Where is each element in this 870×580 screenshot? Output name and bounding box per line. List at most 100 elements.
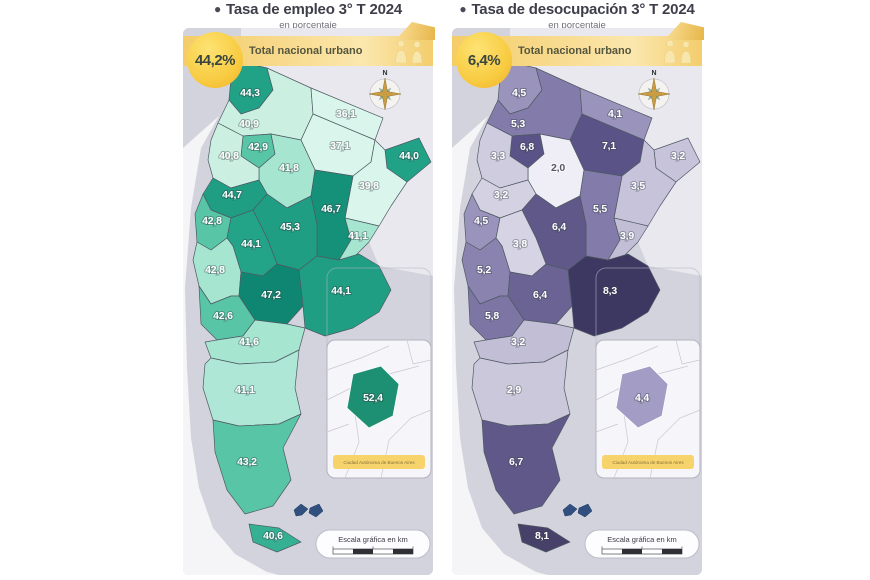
argentina-map-desocupacion: 4,5 5,3 4,1 7,1 3,2 3,5 6,8 2,0 3,3 3,2 5,5 4,5 6,4 3… [452,28,702,575]
inset-caba-shape [615,365,669,429]
malvinas-islands [293,503,324,518]
svg-text:Escala gráfica en km: Escala gráfica en km [338,535,408,544]
chile-landmass [183,116,279,575]
compass-icon: N [368,70,402,111]
people-icon [393,39,427,68]
province-value-la-pampa: 6,4 [533,289,547,301]
title-text: Tasa de empleo 3° T 2024 [226,1,403,18]
province-value-chubut: 41,1 [235,384,255,396]
province-value-neuquen: 5,8 [485,310,499,322]
svg-text:N: N [651,70,656,77]
scale-bar: Escala gráfica en km [315,529,431,559]
province-tierra-del-fuego [517,523,571,553]
total-badge-empleo: 44,2% [187,32,243,88]
province-value-chaco: 37,1 [330,140,350,152]
province-value-la-rioja: 3,2 [494,189,508,201]
inset-caption-text: Ciudad Autónoma de Buenos Aires [612,460,684,465]
argentina-map-empleo: 44,3 40,9 36,1 37,1 44,0 39,8 42,9 41,8 40,8 44,7… [183,28,433,575]
subtitle-empleo: en porcentaje [279,20,337,31]
province-value-santa-fe: 46,7 [321,203,341,215]
province-value-cordoba: 45,3 [280,221,300,233]
province-value-santiago-del-estero: 2,0 [551,162,565,174]
province-value-santa-fe: 5,5 [593,203,607,215]
inset-caba-shape [346,365,400,429]
scale-bar: Escala gráfica en km [584,529,700,559]
people-icon [662,39,696,68]
province-value-misiones: 3,2 [671,150,685,162]
province-value-tucuman: 6,8 [520,141,534,153]
bullet-icon: ● [459,2,467,16]
inset-caba-value: 4,4 [635,392,649,404]
inset-caption-strip [333,455,425,469]
province-corrientes [344,139,408,227]
province-corrientes [613,139,677,227]
inset-caption-strip [602,455,694,469]
province-value-santa-cruz: 6,7 [509,456,523,468]
province-value-tierra-del-fuego: 8,1 [535,530,549,542]
chile-landmass [452,116,548,575]
bullet-icon: ● [213,2,222,16]
province-value-san-luis: 3,8 [513,238,527,250]
province-buenos-aires [298,253,392,337]
province-value-la-pampa: 47,2 [261,289,281,301]
ribbon-fold [399,22,435,40]
province-santa-cruz [212,413,302,515]
province-value-entre-rios: 41,1 [348,230,368,242]
province-value-mendoza: 5,2 [477,264,491,276]
province-value-neuquen: 42,6 [213,310,233,322]
province-value-santa-cruz: 43,2 [237,456,257,468]
province-value-rio-negro: 3,2 [511,336,525,348]
inset-caba-value: 52,4 [363,392,383,404]
page-title-desocupacion: ● Tasa de desocupación 3° T 2024 [459,1,694,18]
province-value-corrientes: 39,8 [359,180,379,192]
province-value-cordoba: 6,4 [552,221,566,233]
panel-desocupacion: ● Tasa de desocupación 3° T 2024 en porce… [452,0,704,580]
panel-empleo: ● Tasa de empleo 3° T 2024 en porcentaje … [183,0,435,580]
compass-icon: N [637,70,671,111]
ribbon-fold [668,22,704,40]
province-value-buenos-aires: 44,1 [331,285,351,297]
province-value-chaco: 7,1 [602,140,616,152]
province-santa-cruz [481,413,571,515]
malvinas-islands [562,503,593,518]
caba-inset: 4,4 Ciudad Autónoma de Buenos Aires [595,339,701,479]
province-value-corrientes: 3,5 [631,180,645,192]
title-text: Tasa de desocupación 3° T 2024 [471,1,695,18]
province-value-rio-negro: 41,6 [239,336,259,348]
province-value-san-juan: 4,5 [474,215,488,227]
subtitle-desocupacion: en porcentaje [548,20,606,31]
province-value-mendoza: 42,8 [205,264,225,276]
province-value-jujuy: 4,5 [512,87,526,99]
province-value-salta: 5,3 [511,118,525,130]
province-value-catamarca: 40,8 [219,150,239,162]
province-layer: 4,5 5,3 4,1 7,1 3,2 3,5 6,8 2,0 3,3 3,2 5,5 4,5 6,4 3… [461,61,701,553]
province-value-buenos-aires: 8,3 [603,285,617,297]
caba-inset: 52,4 Ciudad Autónoma de Buenos Aires [326,339,432,479]
province-value-san-luis: 44,1 [241,238,261,250]
province-value-catamarca: 3,3 [491,150,505,162]
province-value-formosa: 4,1 [608,108,622,120]
province-value-tucuman: 42,9 [248,141,268,153]
province-value-tierra-del-fuego: 40,6 [263,530,283,542]
banner-label: Total nacional urbano [518,45,632,57]
province-buenos-aires [567,253,661,337]
province-value-salta: 40,9 [239,118,259,130]
map-panel-empleo: Total nacional urbano 44,3 40,9 36,1 37,1 44… [183,28,433,575]
province-value-la-rioja: 44,7 [222,189,242,201]
province-value-misiones: 44,0 [399,150,419,162]
map-panel-desocupacion: Total nacional urbano 4,5 5,3 4,1 7,1 3,2 3,5… [452,28,702,575]
svg-text:Escala gráfica en km: Escala gráfica en km [607,535,677,544]
province-value-santiago-del-estero: 41,8 [279,162,299,174]
province-value-san-juan: 42,8 [202,215,222,227]
province-tierra-del-fuego [248,523,302,553]
province-layer: 44,3 40,9 36,1 37,1 44,0 39,8 42,9 41,8 40,8 44,7… [192,61,432,553]
province-value-formosa: 36,1 [336,108,356,120]
province-value-jujuy: 44,3 [240,87,260,99]
total-badge-desocupacion: 6,4% [456,32,512,88]
banner-label: Total nacional urbano [249,45,363,57]
province-value-entre-rios: 3,9 [620,230,634,242]
page-title-empleo: ● Tasa de empleo 3° T 2024 [214,1,402,18]
inset-caption-text: Ciudad Autónoma de Buenos Aires [343,460,415,465]
svg-text:N: N [382,70,387,77]
